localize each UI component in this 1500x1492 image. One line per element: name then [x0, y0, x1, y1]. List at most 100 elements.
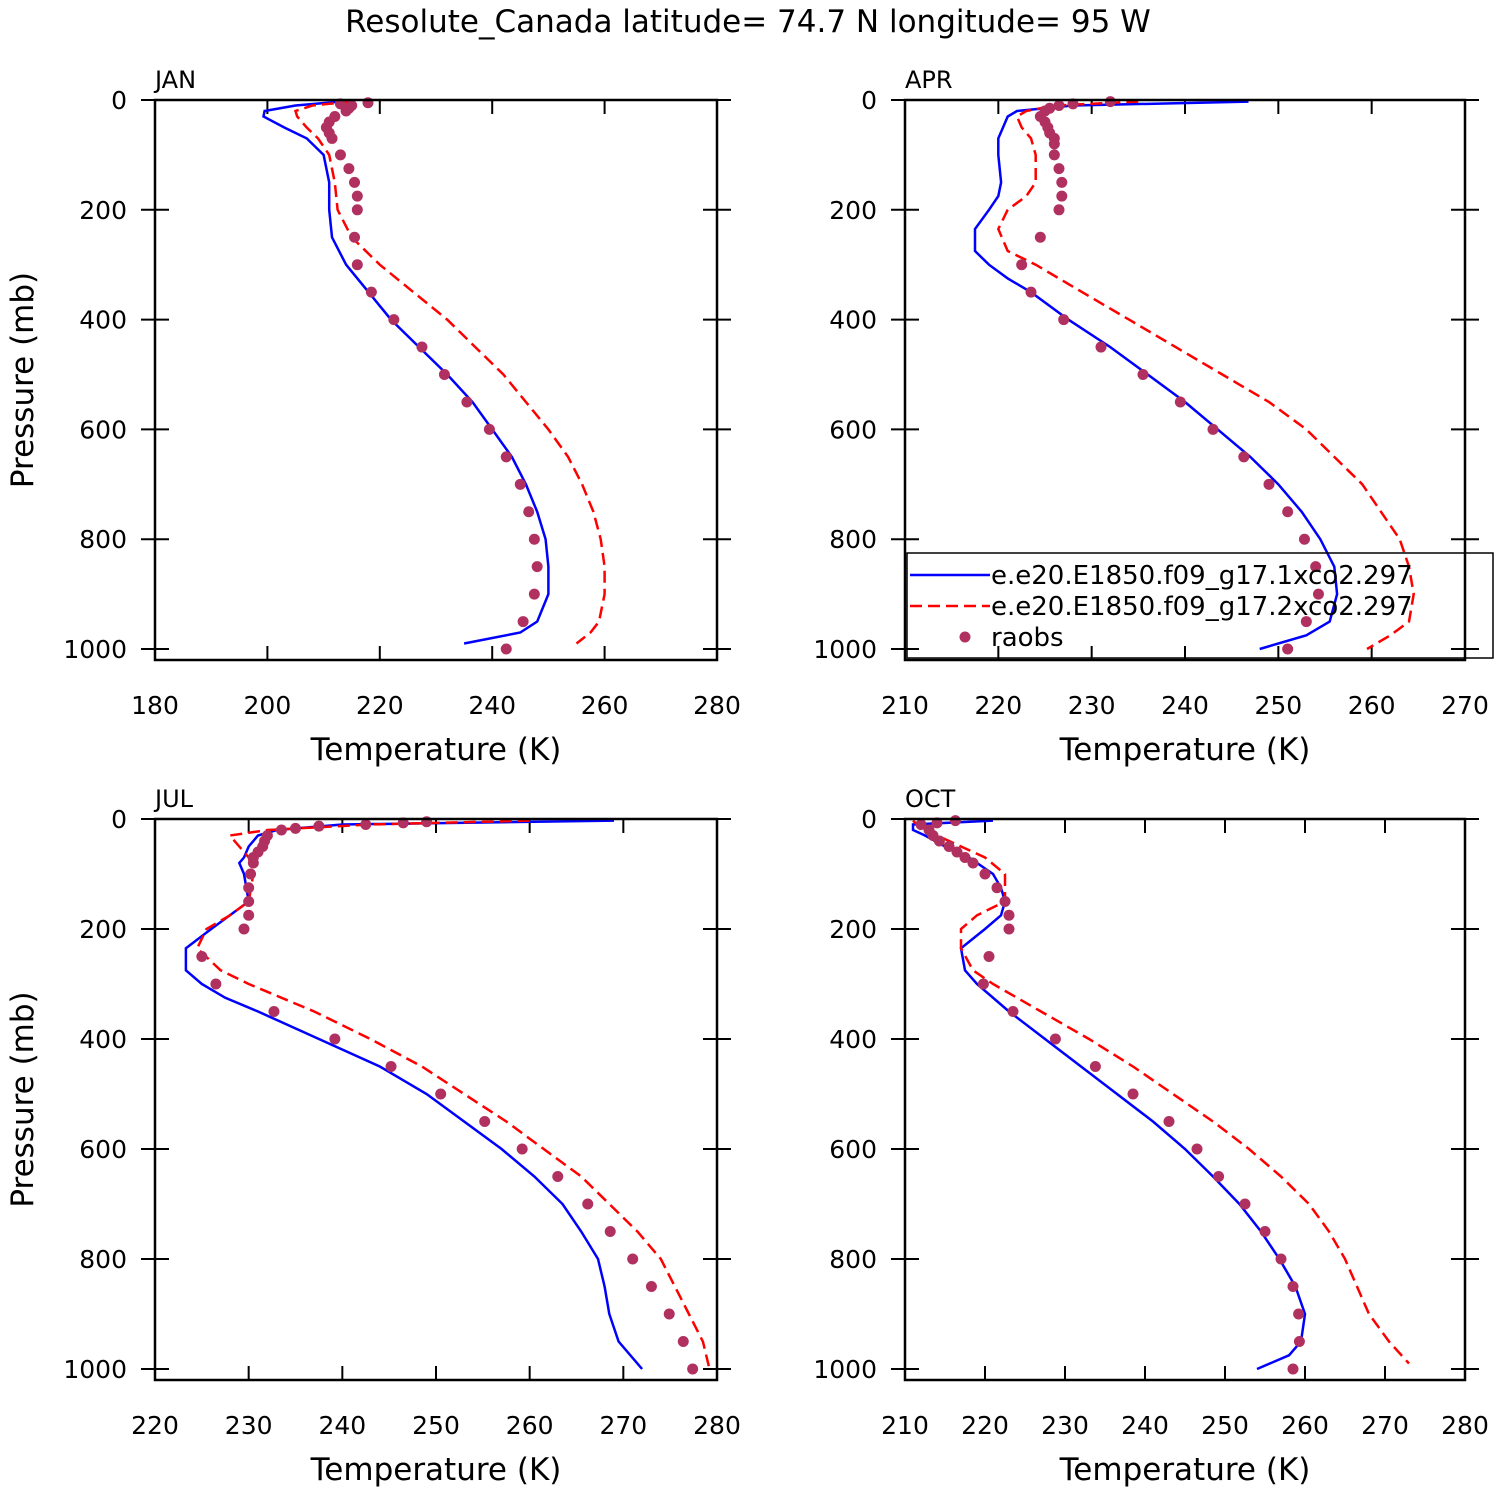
data-point [385, 1061, 397, 1072]
y-tick-label: 800 [79, 1245, 127, 1274]
data-point [1053, 99, 1065, 111]
y-tick-label: 1000 [813, 1355, 877, 1384]
data-point [1213, 1171, 1225, 1182]
y-tick-label: 200 [829, 915, 877, 944]
x-tick-label: 240 [1121, 1411, 1169, 1440]
plot-frame [153, 98, 719, 662]
data-point [977, 978, 989, 990]
data-point [1056, 176, 1068, 188]
data-point [1239, 1198, 1251, 1210]
figure-title: Resolute_Canada latitude= 74.7 N longitu… [345, 4, 1151, 40]
plot-frame [903, 98, 1467, 662]
data-point [479, 1116, 491, 1127]
data-point [313, 820, 325, 832]
x-tick-label: 230 [225, 1411, 273, 1440]
data-point [245, 868, 257, 880]
series-line [911, 819, 1307, 1371]
data-point [1053, 163, 1065, 175]
legend: e.e20.E1850.f09_g17.1xco2.297e.e20.E1850… [906, 552, 1494, 659]
data-point [438, 369, 450, 381]
series-line [262, 100, 550, 645]
data-point [351, 190, 363, 202]
data-point [1287, 1363, 1299, 1375]
series-line [184, 819, 644, 1370]
x-axis-label: Temperature (K) [1059, 1452, 1311, 1488]
x-tick-label: 270 [1361, 1411, 1409, 1440]
data-point [349, 231, 361, 243]
data-point [1263, 478, 1275, 490]
data-point [951, 846, 963, 858]
y-tick-label: 200 [79, 915, 127, 944]
data-point [351, 204, 363, 216]
x-axis-label: Temperature (K) [310, 1452, 562, 1488]
x-tick-label: 260 [506, 1411, 554, 1440]
data-point [268, 1006, 280, 1017]
data-point [1163, 1116, 1175, 1127]
x-axis-label: Temperature (K) [310, 732, 562, 768]
y-axis-label: Pressure (mb) [5, 272, 41, 488]
panel: APR 210 220 230 240 250 260 270 0 200 400 600 800 100… [813, 66, 1494, 768]
data-point [1310, 561, 1322, 573]
data-point [243, 882, 255, 894]
x-tick-label: 260 [581, 691, 629, 720]
data-point [343, 163, 355, 175]
data-point [1095, 341, 1107, 353]
data-point [1275, 1253, 1287, 1265]
plot-frame [153, 817, 719, 1382]
data-point [604, 1226, 616, 1237]
data-point [1293, 1336, 1305, 1347]
legend-label: e.e20.E1850.f09_g17.2xco2.297 [991, 592, 1413, 622]
y-axis-label: Pressure (mb) [5, 991, 41, 1207]
y-tick-label: 1000 [63, 635, 127, 664]
data-point [243, 909, 255, 921]
data-point [979, 868, 991, 880]
data-point [483, 423, 495, 435]
legend-swatch [959, 631, 971, 643]
x-tick-label: 250 [1201, 1411, 1249, 1440]
data-point [1174, 396, 1186, 408]
x-tick-label: 240 [468, 691, 516, 720]
y-tick-label: 400 [829, 306, 877, 335]
data-point [949, 815, 961, 827]
x-tick-label: 270 [599, 1411, 647, 1440]
data-point [663, 1308, 675, 1320]
data-point [326, 132, 338, 144]
x-tick-label: 180 [131, 691, 179, 720]
y-tick-label: 600 [79, 415, 127, 444]
data-point [1300, 616, 1312, 628]
panel-title: JUL [153, 785, 194, 813]
y-tick-label: 600 [829, 1135, 877, 1164]
y-tick-label: 800 [79, 525, 127, 554]
x-axis-label: Temperature (K) [1059, 732, 1311, 768]
x-tick-label: 220 [961, 1411, 1009, 1440]
data-point [645, 1281, 657, 1292]
data-point [531, 561, 543, 573]
data-point [1191, 1143, 1203, 1155]
data-point [959, 852, 971, 863]
x-tick-label: 230 [1068, 691, 1116, 720]
y-tick-label: 0 [861, 805, 877, 834]
x-tick-label: 240 [1161, 691, 1209, 720]
x-tick-label: 210 [881, 691, 929, 720]
data-point [1127, 1088, 1139, 1100]
data-point [677, 1336, 689, 1347]
x-tick-label: 210 [881, 1411, 929, 1440]
legend-label: e.e20.E1850.f09_g17.1xco2.297 [991, 561, 1413, 591]
panel-title: JAN [153, 66, 196, 94]
data-point [238, 923, 250, 935]
data-point [1048, 149, 1060, 161]
data-point [933, 835, 945, 847]
panel: JUL 220 230 240 250 260 270 280 0 200 400 600 800 100… [5, 785, 741, 1488]
data-point [435, 1088, 447, 1100]
data-point [523, 506, 535, 518]
x-tick-label: 250 [412, 1411, 460, 1440]
y-tick-label: 400 [79, 306, 127, 335]
y-tick-label: 800 [829, 1245, 877, 1274]
data-point [500, 451, 512, 463]
y-tick-label: 200 [79, 196, 127, 225]
x-tick-label: 200 [244, 691, 292, 720]
data-point [1259, 1226, 1271, 1237]
x-tick-label: 220 [974, 691, 1022, 720]
